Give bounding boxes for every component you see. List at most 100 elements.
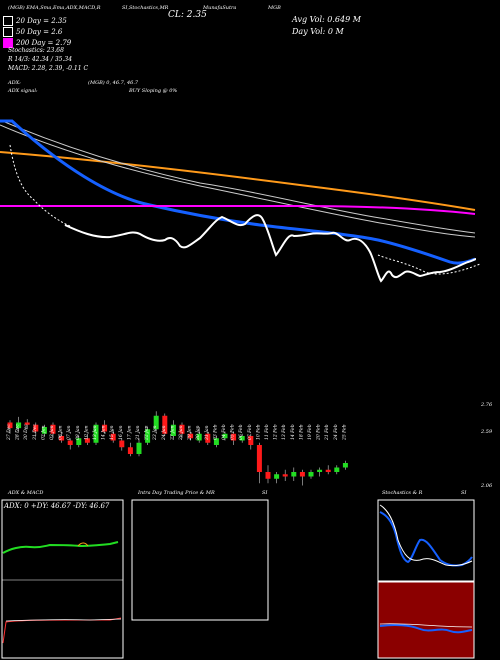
candle-body (308, 472, 314, 477)
price-white-line (64, 214, 477, 283)
candle-body (196, 433, 202, 441)
candle-body (119, 440, 125, 448)
date-tick-label: 13 Feb (281, 424, 287, 440)
date-tick-label: 13 Jan (92, 425, 98, 440)
candle-body (162, 415, 168, 434)
legend-label-ema50: 50 Day = 2.6 (16, 27, 63, 36)
rsi-panel (377, 581, 475, 659)
date-tick-label: 31 Jan (204, 425, 210, 440)
date-tick-label: 14 Jan (101, 425, 107, 440)
rsi-line (379, 624, 473, 634)
legend-label-ema20: 20 Day = 2.35 (16, 16, 67, 25)
legend-label-ema200: 200 Day = 2.79 (16, 38, 72, 47)
adx-plus-di-line (2, 541, 119, 554)
candle-body (76, 438, 82, 445)
ema-20-line (0, 124, 476, 238)
date-tick-label: 07 Feb (247, 424, 253, 440)
date-tick-label: 24 Feb (333, 424, 339, 441)
candle-body (102, 424, 108, 432)
candle-body (136, 442, 142, 454)
adx-panel (1, 499, 124, 659)
date-tick-label: 28 Dec (15, 424, 21, 441)
header-left-title: (MGB) EMA,Sma,Ema,ADX,MACD,R (8, 5, 101, 11)
candle-body (256, 445, 262, 472)
ema-200-line (0, 205, 476, 215)
date-tick-label: 19 Feb (307, 424, 313, 440)
date-tick-label: 14 Feb (290, 424, 296, 440)
rsi-value: R 14/3: 42.34 / 35.34 (8, 56, 73, 63)
candle-body (274, 474, 280, 479)
adx-minus-di-line (77, 542, 89, 547)
legend-ema20: 20 Day = 2.35 (3, 16, 67, 26)
date-tick-label: 03 Feb (212, 424, 218, 440)
candle-body (84, 438, 90, 443)
legend-ema200: 200 Day = 2.79 (3, 38, 71, 48)
ema-50-line (0, 119, 476, 234)
buy-sloping-label: BUY Sloping @ 0% (129, 88, 178, 94)
header-right-title: MGB (268, 5, 281, 11)
sma-orange-line (0, 151, 476, 211)
adx-panel-values: ADX: 0 +DY: 46.67 -DY: 46.67 (4, 502, 110, 510)
day-volume: Day Vol: 0 M (292, 27, 344, 36)
date-tick-label: 02 Jan (40, 425, 46, 440)
date-tick-label: 17 Jan (126, 425, 132, 440)
intra-day-title: Intra Day Trading Price & MR (138, 490, 215, 496)
candle-body (127, 447, 133, 454)
candle-body (222, 433, 228, 439)
date-tick-label: 30 Dec (23, 424, 29, 440)
candle-body (170, 424, 176, 436)
date-tick-label: 22 Jan (144, 425, 150, 441)
stochastics-title: Stochastics & R (382, 490, 423, 496)
date-tick-label: 10 Feb (255, 424, 261, 440)
intra-day-si-label: SI (262, 490, 268, 496)
date-tick-label: 20 Feb (316, 424, 322, 441)
stochastics-value: Stochastics: 23.68 (8, 47, 64, 54)
candle-body (291, 472, 297, 477)
legend-swatch-ema20 (3, 16, 13, 26)
candle-body (282, 474, 288, 477)
candle-body (325, 469, 331, 472)
candle-body (179, 424, 185, 434)
date-tick-label: 25 Feb (341, 424, 347, 441)
legend-swatch-ema200 (3, 38, 13, 48)
price-axis-label-2: 2.59 (481, 429, 493, 435)
stochastics-si-label: SI (461, 490, 467, 496)
adx-label: ADX: (8, 80, 21, 86)
rsi-signal-line (379, 623, 473, 628)
intra-day-panel (131, 499, 269, 621)
candle-body (24, 422, 30, 425)
candle-body (248, 436, 254, 445)
candle-body (213, 438, 219, 445)
candle-body (145, 429, 151, 443)
candle-body (231, 433, 237, 441)
candle-body (153, 415, 159, 430)
candle-body (93, 424, 99, 443)
legend-ema50: 50 Day = 2.6 (3, 27, 62, 37)
candle-body (317, 469, 323, 472)
adx-signal-label: ADX signal: (8, 88, 38, 94)
date-tick-label: 06 Feb (238, 424, 244, 440)
date-tick-label: 30 Jan (195, 425, 201, 440)
candle-body (265, 472, 271, 479)
candle-body (342, 463, 348, 468)
date-tick-label: 10 Jan (83, 425, 89, 440)
candle-body (67, 440, 73, 445)
date-tick-label: 11 Feb (264, 424, 270, 440)
adx-macd-title: ADX & MACD (8, 490, 44, 496)
avg-volume: Avg Vol: 0.649 M (292, 15, 361, 24)
date-tick-label: 05 Feb (230, 424, 236, 440)
date-tick-label: 12 Feb (273, 424, 279, 440)
date-tick-label: 28 Jan (178, 425, 184, 441)
date-tick-label: 18 Feb (298, 424, 304, 440)
date-tick-label: 07 Jan (66, 425, 72, 440)
date-tick-label: 31 Dec (32, 424, 38, 440)
date-tick-label: 29 Jan (187, 425, 193, 441)
price-axis-label-1: 2.76 (481, 402, 493, 408)
candle-body (239, 436, 245, 441)
sma-blue-line (0, 119, 476, 265)
price-axis-label-3: 2.06 (481, 483, 493, 489)
candle-body (33, 424, 39, 432)
date-tick-label: 21 Feb (324, 424, 330, 441)
candle-body (59, 436, 65, 441)
